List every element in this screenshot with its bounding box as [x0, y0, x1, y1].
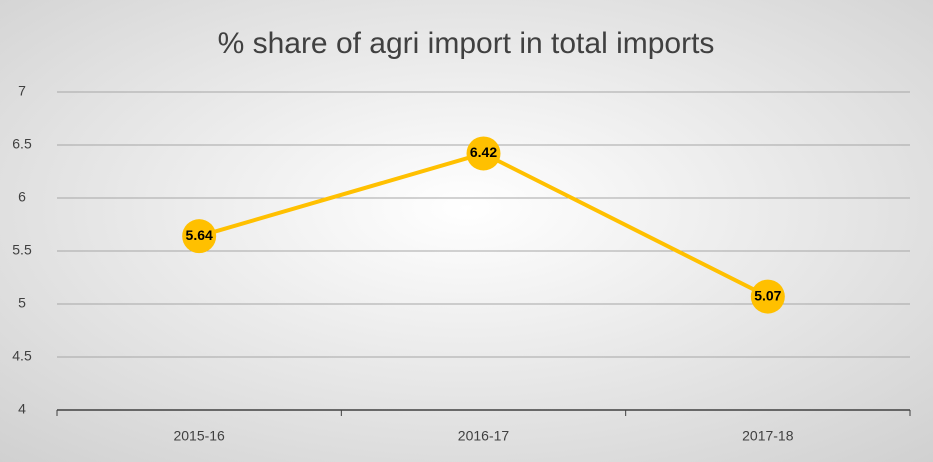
y-tick-label: 6.5 [12, 136, 32, 152]
x-tick-label: 2016-17 [458, 428, 510, 444]
y-tick-label: 7 [18, 83, 26, 99]
chart-title: % share of agri import in total imports [218, 27, 715, 60]
y-tick-label: 5 [18, 295, 26, 311]
x-tick-label: 2015-16 [173, 428, 225, 444]
data-label: 6.42 [470, 144, 497, 160]
y-tick-label: 4.5 [12, 348, 32, 364]
y-tick-label: 6 [18, 189, 26, 205]
y-tick-label: 4 [18, 401, 26, 417]
x-tick-label: 2017-18 [742, 428, 794, 444]
marker [466, 136, 501, 171]
y-tick-label: 5.5 [12, 242, 32, 258]
data-label: 5.64 [186, 227, 213, 243]
marker [182, 219, 217, 254]
data-label: 5.07 [754, 287, 781, 303]
marker [750, 279, 785, 314]
